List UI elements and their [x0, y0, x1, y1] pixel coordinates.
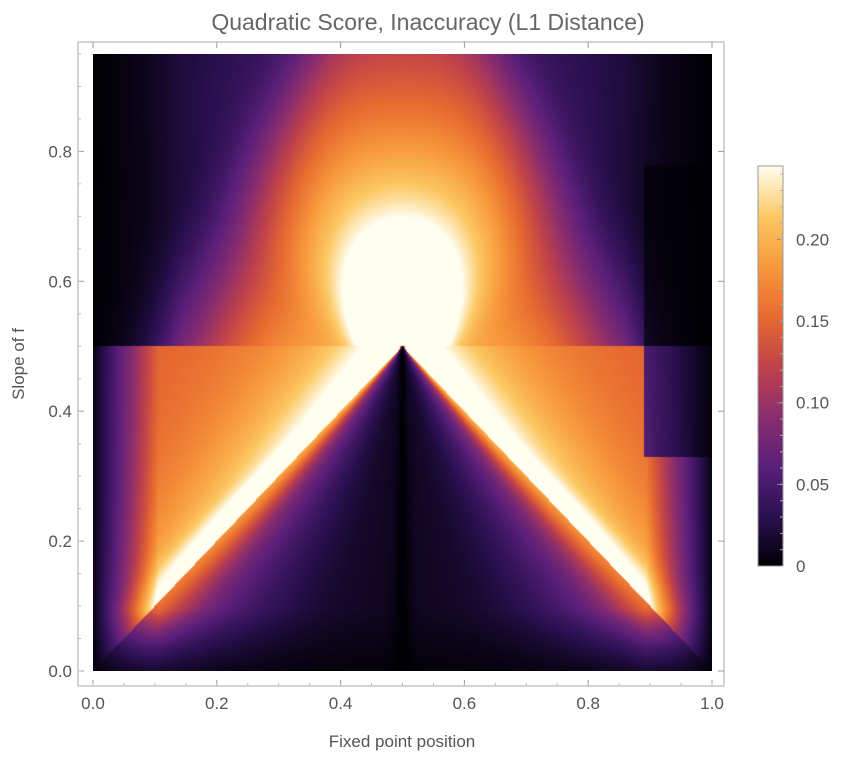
chart-title: Quadratic Score, Inaccuracy (L1 Distance… — [211, 9, 644, 35]
colorbar-tick-label: 0.20 — [796, 230, 829, 249]
y-tick-label: 0.4 — [48, 402, 72, 421]
y-axis-label: Slope of f — [9, 328, 28, 400]
heatmap-canvas — [93, 54, 712, 671]
colorbar-tick-label: 0.05 — [796, 475, 829, 494]
x-tick-label: 0.0 — [81, 694, 105, 713]
colorbar-ticks: 0 0.05 0.10 0.15 0.20 — [777, 173, 829, 576]
x-axis-label: Fixed point position — [329, 732, 475, 751]
y-tick-label: 0.2 — [48, 532, 72, 551]
x-tick-label: 0.8 — [576, 694, 600, 713]
y-tick-label: 0.0 — [48, 662, 72, 681]
heatmap-area — [93, 54, 712, 671]
y-tick-label: 0.6 — [48, 272, 72, 291]
colorbar-tick-label: 0.15 — [796, 312, 829, 331]
x-tick-label: 0.6 — [453, 694, 477, 713]
y-tick-label: 0.8 — [48, 142, 72, 161]
x-tick-label: 0.2 — [205, 694, 229, 713]
colorbar-tick-label: 0.10 — [796, 394, 829, 413]
y-axis: 0.0 0.2 0.4 0.6 0.8 — [48, 53, 724, 681]
x-axis: 0.0 0.2 0.4 0.6 0.8 1.0 — [81, 42, 724, 713]
plot-frame — [77, 41, 725, 687]
colorbar — [757, 165, 784, 567]
colorbar-tick-label: 0 — [796, 557, 805, 576]
x-tick-label: 1.0 — [700, 694, 724, 713]
x-tick-label: 0.4 — [329, 694, 353, 713]
